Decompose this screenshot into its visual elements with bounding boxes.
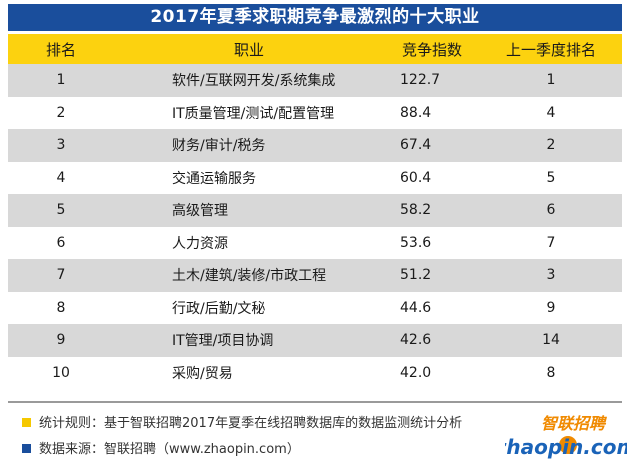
rank-cell: 7: [8, 259, 114, 292]
job-cell-text: 软件/互联网开发/系统集成: [172, 73, 336, 90]
rank-cell: 3: [8, 129, 114, 162]
index-cell-text: 122.7: [400, 72, 441, 89]
footer-divider: [8, 401, 622, 403]
yellow-square-icon: [22, 418, 31, 427]
index-cell-text: 88.4: [400, 104, 432, 121]
job-cell: 采购/贸易: [114, 356, 384, 389]
prev-rank-cell: 6: [480, 194, 622, 227]
job-cell: 财务/审计/税务: [114, 129, 384, 162]
table-row: 6 人力资源 53.6 7: [8, 226, 622, 259]
rank-cell: 2: [8, 96, 114, 129]
index-cell: 51.2: [384, 259, 480, 292]
job-cell-text: 人力资源: [172, 235, 228, 252]
prev-rank-cell: 14: [480, 324, 622, 357]
note-source-text: 数据来源：智联招聘（www.zhaopin.com）: [39, 442, 300, 457]
index-cell: 42.6: [384, 324, 480, 357]
index-cell-text: 60.4: [400, 169, 432, 186]
index-cell: 53.6: [384, 226, 480, 259]
note-rule: 统计规则：基于智联招聘2017年夏季在线招聘数据库的数据监测统计分析: [22, 416, 462, 432]
prev-rank-cell: 5: [480, 161, 622, 194]
header-rank: 排名: [8, 34, 114, 64]
note-source: 数据来源：智联招聘（www.zhaopin.com）: [22, 442, 300, 458]
prev-rank-cell: 7: [480, 226, 622, 259]
prev-rank-cell: 1: [480, 64, 622, 97]
ranking-table: 排名 职业 竞争指数 上一季度排名 1 软件/互联网开发/系统集成 122.7 1 2 I…: [8, 34, 622, 389]
prev-rank-cell: 8: [480, 356, 622, 389]
index-cell-text: 51.2: [400, 267, 432, 284]
table-row: 7 土木/建筑/装修/市政工程 51.2 3: [8, 259, 622, 292]
job-cell-text: IT质量管理/测试/配置管理: [172, 105, 335, 122]
index-cell-text: 44.6: [400, 299, 432, 316]
job-cell-text: 行政/后勤/文秘: [172, 300, 266, 317]
table-row: 10 采购/贸易 42.0 8: [8, 356, 622, 389]
rank-cell: 10: [8, 356, 114, 389]
job-cell: 交通运输服务: [114, 161, 384, 194]
prev-rank-cell: 3: [480, 259, 622, 292]
prev-rank-cell: 2: [480, 129, 622, 162]
table-row: 2 IT质量管理/测试/配置管理 88.4 4: [8, 96, 622, 129]
prev-rank-cell: 4: [480, 96, 622, 129]
job-cell-text: 财务/审计/税务: [172, 138, 266, 155]
note-rule-text: 统计规则：基于智联招聘2017年夏季在线招聘数据库的数据监测统计分析: [39, 416, 463, 431]
index-cell-text: 42.0: [400, 364, 432, 381]
logo-ball-icon: [559, 436, 577, 454]
job-cell: IT质量管理/测试/配置管理: [114, 96, 384, 129]
zhaopin-logo: 智联招聘 zhaopin.com: [505, 414, 627, 459]
job-cell: 土木/建筑/装修/市政工程: [114, 259, 384, 292]
rank-cell: 5: [8, 194, 114, 227]
job-cell: 行政/后勤/文秘: [114, 291, 384, 324]
table-title: 2017年夏季求职期竞争最激烈的十大职业: [8, 4, 622, 31]
rank-cell: 1: [8, 64, 114, 97]
index-cell: 88.4: [384, 96, 480, 129]
job-cell: 人力资源: [114, 226, 384, 259]
table-row: 1 软件/互联网开发/系统集成 122.7 1: [8, 64, 622, 97]
index-cell-text: 67.4: [400, 137, 432, 154]
logo-cn-text: 智联招聘: [541, 414, 608, 433]
index-cell: 122.7: [384, 64, 480, 97]
job-cell: IT管理/项目协调: [114, 324, 384, 357]
job-cell-text: 采购/贸易: [172, 365, 233, 382]
job-cell-text: 交通运输服务: [172, 170, 256, 187]
table-row: 3 财务/审计/税务 67.4 2: [8, 129, 622, 162]
job-cell: 高级管理: [114, 194, 384, 227]
job-cell-text: IT管理/项目协调: [172, 333, 274, 350]
blue-square-icon: [22, 444, 31, 453]
header-prev-rank: 上一季度排名: [480, 34, 622, 64]
prev-rank-cell: 9: [480, 291, 622, 324]
rank-cell: 6: [8, 226, 114, 259]
index-cell: 67.4: [384, 129, 480, 162]
table-header-row: 排名 职业 竞争指数 上一季度排名: [8, 34, 622, 64]
index-cell: 58.2: [384, 194, 480, 227]
job-cell-text: 高级管理: [172, 203, 228, 220]
index-cell-text: 58.2: [400, 202, 432, 219]
table-row: 9 IT管理/项目协调 42.6 14: [8, 324, 622, 357]
rank-cell: 9: [8, 324, 114, 357]
header-index: 竞争指数: [384, 34, 480, 64]
job-cell-text: 土木/建筑/装修/市政工程: [172, 268, 327, 285]
index-cell-text: 42.6: [400, 332, 432, 349]
header-job: 职业: [114, 34, 384, 64]
rank-cell: 8: [8, 291, 114, 324]
job-cell: 软件/互联网开发/系统集成: [114, 64, 384, 97]
index-cell: 60.4: [384, 161, 480, 194]
index-cell: 44.6: [384, 291, 480, 324]
index-cell: 42.0: [384, 356, 480, 389]
logo-en-text: zhaopin.com: [505, 435, 627, 459]
table-row: 8 行政/后勤/文秘 44.6 9: [8, 291, 622, 324]
table-row: 4 交通运输服务 60.4 5: [8, 161, 622, 194]
index-cell-text: 53.6: [400, 234, 432, 251]
rank-cell: 4: [8, 161, 114, 194]
table-row: 5 高级管理 58.2 6: [8, 194, 622, 227]
